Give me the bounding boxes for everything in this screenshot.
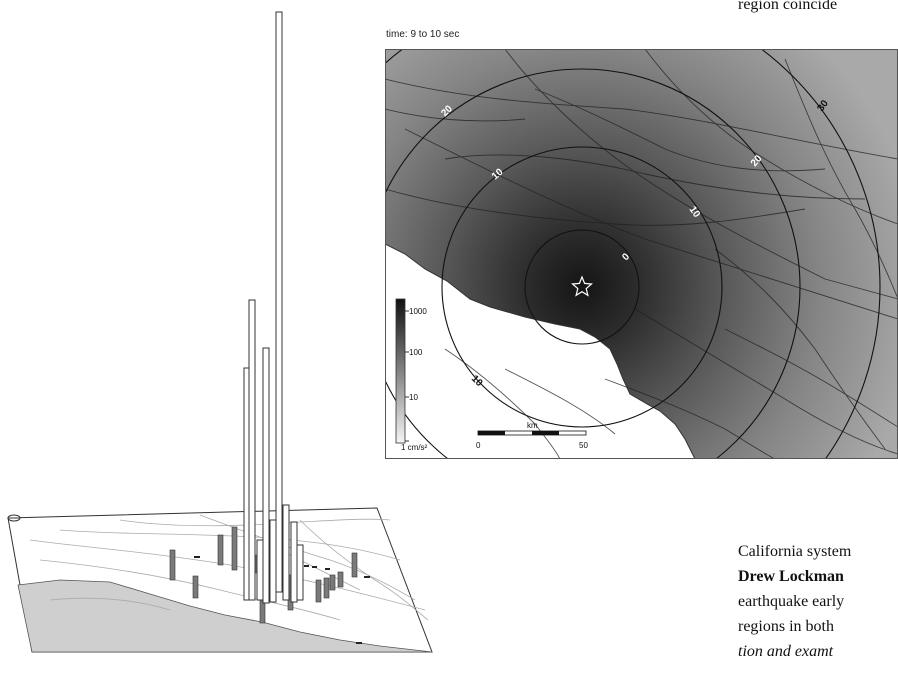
scale-bar-tick: 50 [579,441,588,450]
map-caption: time: 9 to 10 sec [386,29,460,40]
star-icon [571,275,593,297]
author-name: Drew Lockman [738,568,844,585]
histogram-3d-plot [7,11,433,653]
text-line: California system [738,543,852,560]
travel-time-contours [385,49,881,459]
north-arrow-icon [7,514,21,522]
legend-tick-label: 1 cm/s² [401,443,428,452]
body-text-top: region coincide [738,0,838,13]
scale-bar-unit: km [527,421,538,430]
body-text-paragraph: California system Drew Lockman earthquak… [738,539,851,664]
legend-tick-label: 10 [409,393,418,402]
map-fault-lines [385,49,898,459]
coastline [385,243,696,459]
color-legend: 1000 100 10 1 cm/s² [395,298,428,452]
legend-tick-label: 100 [409,348,423,357]
text-line: earthquake early [738,593,845,610]
ground-motion-map: 20 10 10 0 20 30 10 1000 100 10 1 cm/s² … [385,49,898,459]
tall-bars [243,11,304,604]
text-line-italic: tion and examt [738,643,834,660]
legend-tick-label: 1000 [409,307,427,316]
text-line: regions in both [738,618,834,635]
scale-bar-tick: 0 [476,441,481,450]
ocean [385,244,695,459]
scale-bar: km 0 50 [476,421,588,450]
